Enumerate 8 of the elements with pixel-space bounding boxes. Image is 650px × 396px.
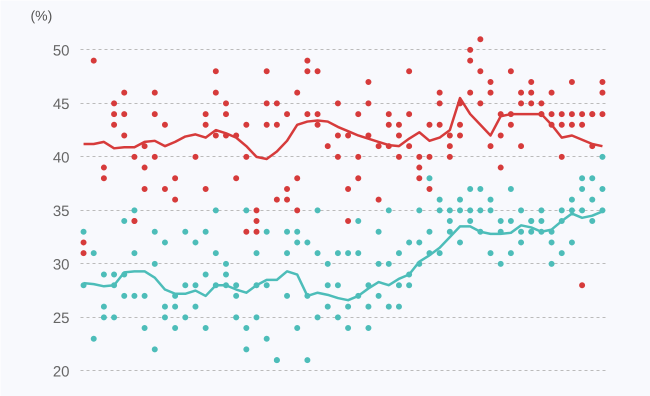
y-tick-label: 45 [52,96,70,113]
y-tick-label: 40 [52,149,70,166]
y-tick-label: 30 [52,256,70,274]
y-tick-label: 35 [52,202,70,220]
y-tick-label: 50 [52,42,70,60]
y-tick-label: 25 [52,310,70,327]
y-tick-label: 20 [52,363,70,380]
y-axis-title: (%) [30,8,52,24]
